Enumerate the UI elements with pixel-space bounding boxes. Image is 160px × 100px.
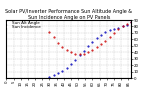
Legend: Sun Alt Angle, Sun Incidence: Sun Alt Angle, Sun Incidence xyxy=(7,21,41,30)
Title: Solar PV/Inverter Performance Sun Altitude Angle & Sun Incidence Angle on PV Pan: Solar PV/Inverter Performance Sun Altitu… xyxy=(5,9,132,20)
